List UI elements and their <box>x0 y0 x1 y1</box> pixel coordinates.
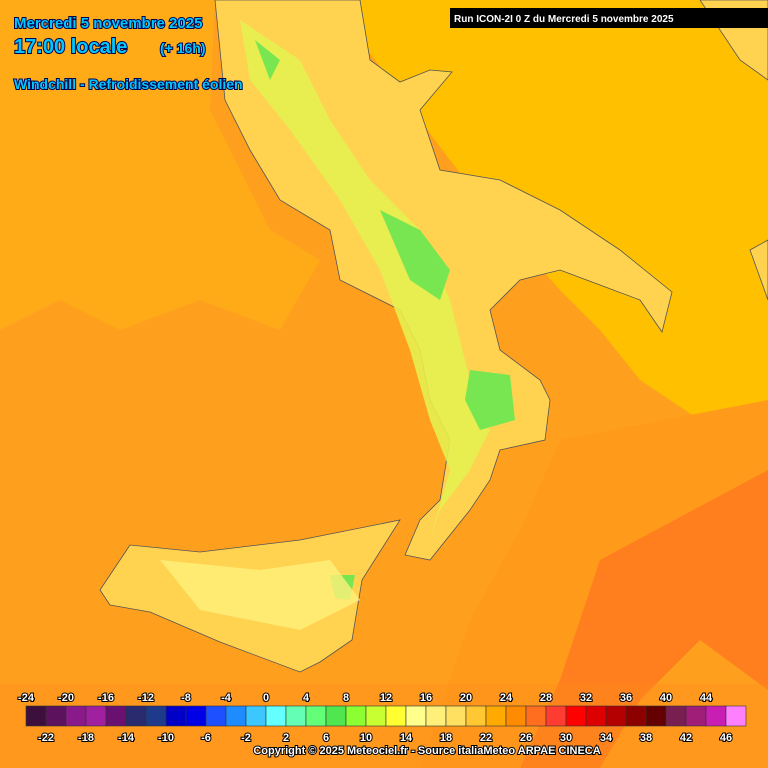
legend-swatch <box>705 705 727 727</box>
copyright: Copyright © 2025 Meteociel.fr - Source i… <box>253 745 600 757</box>
legend-swatch <box>305 705 327 727</box>
legend-label: 34 <box>600 732 613 744</box>
legend-label: 26 <box>520 732 532 744</box>
legend-swatch <box>185 705 207 727</box>
legend-swatch <box>225 705 247 727</box>
legend-label: -14 <box>118 732 135 744</box>
legend-label: -20 <box>58 692 74 704</box>
legend-label: -16 <box>98 692 114 704</box>
legend-swatch <box>725 705 747 727</box>
legend-label: 14 <box>400 732 413 744</box>
legend-swatch <box>605 705 627 727</box>
run: Run ICON-2I 0 Z du Mercredi 5 novembre 2… <box>454 14 674 25</box>
legend-label: 20 <box>460 692 472 704</box>
legend-swatch <box>585 705 607 727</box>
legend-swatch <box>685 705 707 727</box>
legend-swatch <box>545 705 567 727</box>
legend-label: 28 <box>540 692 552 704</box>
legend-label: 46 <box>720 732 732 744</box>
legend-swatch <box>665 705 687 727</box>
legend-label: 10 <box>360 732 372 744</box>
legend-label: -22 <box>38 732 54 744</box>
legend-swatch <box>385 705 407 727</box>
offset: (+ 16h) <box>160 40 206 56</box>
legend-label: 36 <box>620 692 632 704</box>
run-box <box>450 8 768 28</box>
legend-swatch <box>405 705 427 727</box>
legend-swatch <box>425 705 447 727</box>
legend-label: -8 <box>181 692 191 704</box>
legend-label: 42 <box>680 732 692 744</box>
legend-swatch <box>485 705 507 727</box>
balkans <box>699 0 768 301</box>
legend-label: -4 <box>221 692 232 704</box>
legend-swatch <box>125 705 147 727</box>
legend-label: 18 <box>440 732 452 744</box>
legend-swatch <box>565 705 587 727</box>
legend-label: 12 <box>380 692 392 704</box>
legend-label: 4 <box>303 692 310 704</box>
legend-swatch <box>325 705 347 727</box>
legend-swatch <box>245 705 267 727</box>
legend-label: 16 <box>420 692 432 704</box>
legend-swatch <box>205 705 227 727</box>
coastal-sea <box>0 0 320 330</box>
legend-swatch <box>645 705 667 727</box>
legend-swatch <box>345 705 367 727</box>
legend-label: 40 <box>660 692 672 704</box>
legend-swatch <box>105 705 127 727</box>
legend-label: 44 <box>700 692 713 704</box>
parameter: Windchill - Refroidissement éolien <box>14 76 243 92</box>
legend-label: 6 <box>323 732 329 744</box>
date: Mercredi 5 novembre 2025 <box>14 15 202 32</box>
legend-swatch <box>525 705 547 727</box>
mountains <box>240 20 490 540</box>
legend-swatch <box>365 705 387 727</box>
legend-swatch <box>25 705 47 727</box>
legend-label: 22 <box>480 732 492 744</box>
legend-label: -12 <box>138 692 154 704</box>
legend-swatch <box>165 705 187 727</box>
legend-swatch <box>145 705 167 727</box>
sea-warm <box>520 470 768 768</box>
legend-swatch <box>625 705 647 727</box>
time: 17:00 locale <box>14 36 127 58</box>
sicily-hills <box>160 560 360 630</box>
legend-swatch <box>445 705 467 727</box>
legend-swatch <box>465 705 487 727</box>
legend: -24-22-20-18-16-14-12-10-8-6-4-202468101… <box>17 691 747 745</box>
legend-label: -6 <box>201 732 211 744</box>
legend-label: -18 <box>78 732 94 744</box>
legend-label: 0 <box>263 692 269 704</box>
legend-label: 8 <box>343 692 349 704</box>
legend-swatch <box>285 705 307 727</box>
legend-swatch <box>505 705 527 727</box>
legend-swatch <box>85 705 107 727</box>
legend-label: 2 <box>283 732 289 744</box>
legend-swatch <box>265 705 287 727</box>
legend-label: -24 <box>18 692 35 704</box>
legend-label: 30 <box>560 732 572 744</box>
legend-label: 32 <box>580 692 592 704</box>
legend-label: -10 <box>158 732 174 744</box>
legend-label: 38 <box>640 732 652 744</box>
legend-swatch <box>45 705 67 727</box>
legend-swatch <box>65 705 87 727</box>
legend-label: 24 <box>500 692 513 704</box>
legend-label: -2 <box>241 732 251 744</box>
